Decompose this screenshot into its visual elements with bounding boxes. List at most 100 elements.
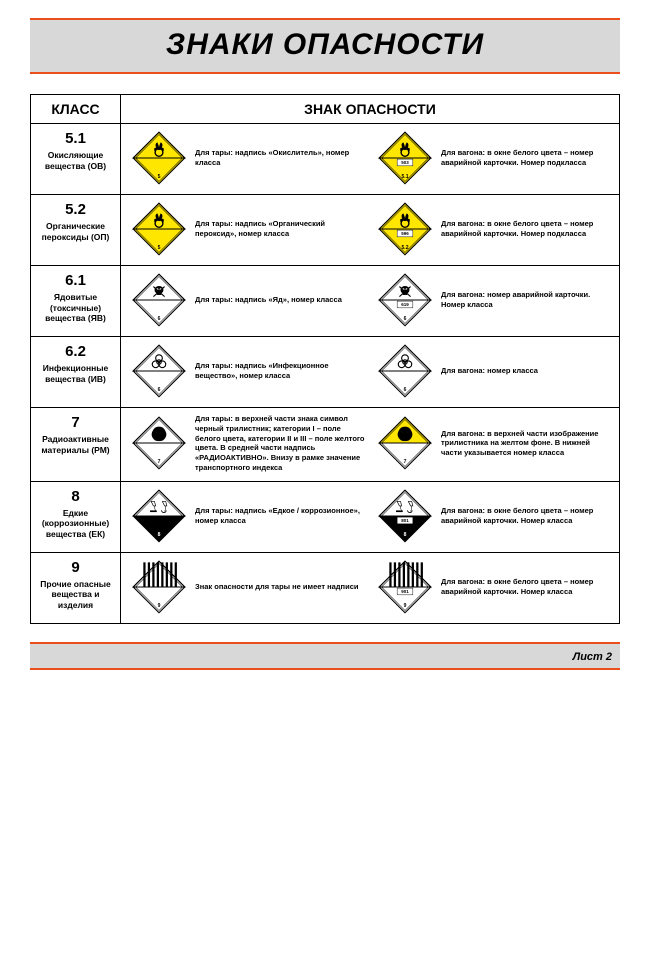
class-cell: 6.2 Инфекционные вещества (ИВ) xyxy=(31,337,121,408)
class-number: 9 xyxy=(35,559,116,576)
class-number: 5.1 xyxy=(35,130,116,147)
sign-container-left: 6 Для тары: надпись «Инфекционное вещест… xyxy=(131,343,367,399)
sign-container-left: 6 Для тары: надпись «Яд», номер класса xyxy=(131,272,367,328)
sign-cell: 7 Для тары: в верхней части знака символ… xyxy=(121,408,620,482)
class-cell: 8 Едкие (коррозионные) вещества (ЕК) xyxy=(31,481,121,552)
class-number: 5.2 xyxy=(35,201,116,218)
title-band: ЗНАКИ ОПАСНОСТИ xyxy=(30,18,620,74)
sign-desc-left: Для тары: надпись «Едкое / коррозионное»… xyxy=(195,506,367,526)
svg-text:6: 6 xyxy=(158,316,161,322)
sign-desc-right: Для вагона: в верхней части изображение … xyxy=(441,429,613,458)
hazard-diamond-icon: 5 xyxy=(131,201,187,257)
sign-cell: 9 Знак опасности для тары не имеет надпи… xyxy=(121,552,620,623)
svg-text:619: 619 xyxy=(401,302,409,307)
sign-container-left: 7 Для тары: в верхней части знака символ… xyxy=(131,414,367,473)
class-cell: 5.2 Органические пероксиды (ОП) xyxy=(31,195,121,266)
sign-container-right: 801 8 Для вагона: в окне белого цвета – … xyxy=(377,488,613,544)
sign-container-right: 901 9 Для вагона: в окне белого цвета – … xyxy=(377,559,613,615)
sign-desc-left: Для тары: надпись «Яд», номер класса xyxy=(195,295,342,305)
svg-text:9: 9 xyxy=(158,603,161,609)
sign-cell: 5 Для тары: надпись «Окислитель», номер … xyxy=(121,124,620,195)
sign-desc-left: Для тары: надпись «Окислитель», номер кл… xyxy=(195,148,367,168)
footer-band: Лист 2 xyxy=(30,642,620,670)
hazard-diamond-icon: 7 xyxy=(131,415,187,471)
sign-container-right: 6 Для вагона: номер класса xyxy=(377,343,613,399)
class-cell: 7 Радиоактивные материалы (РМ) xyxy=(31,408,121,482)
svg-text:801: 801 xyxy=(401,518,409,523)
sign-desc-left: Для тары: надпись «Органический пероксид… xyxy=(195,219,367,239)
sign-cell: 6 Для тары: надпись «Яд», номер класса 6… xyxy=(121,266,620,337)
svg-text:7: 7 xyxy=(404,459,407,465)
svg-text:8: 8 xyxy=(404,532,407,538)
sign-container-left: 8 Для тары: надпись «Едкое / коррозионно… xyxy=(131,488,367,544)
table-row: 9 Прочие опасные вещества и изделия 9 Зн… xyxy=(31,552,620,623)
svg-text:5.1: 5.1 xyxy=(402,174,409,180)
sign-desc-left: Для тары: в верхней части знака символ ч… xyxy=(195,414,367,473)
class-name: Прочие опасные вещества и изделия xyxy=(35,579,116,611)
hazard-diamond-icon: 9 xyxy=(131,559,187,615)
sign-desc-right: Для вагона: номер класса xyxy=(441,366,538,376)
sign-cell: 6 Для тары: надпись «Инфекционное вещест… xyxy=(121,337,620,408)
hazard-diamond-icon: 7 xyxy=(377,415,433,471)
table-row: 7 Радиоактивные материалы (РМ) 7 Для тар… xyxy=(31,408,620,482)
class-name: Органические пероксиды (ОП) xyxy=(35,221,116,242)
svg-text:6: 6 xyxy=(404,316,407,322)
svg-text:596: 596 xyxy=(401,231,409,236)
sign-desc-left: Для тары: надпись «Инфекционное вещество… xyxy=(195,361,367,381)
hazard-diamond-icon: 5 xyxy=(131,130,187,186)
class-name: Радиоактивные материалы (РМ) xyxy=(35,434,116,455)
svg-text:7: 7 xyxy=(158,459,161,465)
class-name: Инфекционные вещества (ИВ) xyxy=(35,363,116,384)
class-cell: 6.1 Ядовитые (токсичные) вещества (ЯВ) xyxy=(31,266,121,337)
svg-text:5: 5 xyxy=(158,245,161,251)
hazard-diamond-icon: 596 5.2 xyxy=(377,201,433,257)
class-name: Окисляющие вещества (ОВ) xyxy=(35,150,116,171)
svg-text:6: 6 xyxy=(158,387,161,393)
sign-desc-right: Для вагона: в окне белого цвета – номер … xyxy=(441,506,613,526)
sign-desc-right: Для вагона: в окне белого цвета – номер … xyxy=(441,577,613,597)
svg-text:503: 503 xyxy=(401,160,409,165)
hazard-diamond-icon: 6 xyxy=(131,343,187,399)
sign-container-left: 9 Знак опасности для тары не имеет надпи… xyxy=(131,559,367,615)
footer-text: Лист 2 xyxy=(573,651,612,663)
class-cell: 5.1 Окисляющие вещества (ОВ) xyxy=(31,124,121,195)
class-number: 8 xyxy=(35,488,116,505)
sign-cell: 5 Для тары: надпись «Органический перокс… xyxy=(121,195,620,266)
svg-text:9: 9 xyxy=(404,603,407,609)
sign-container-right: 7 Для вагона: в верхней части изображени… xyxy=(377,414,613,473)
class-name: Ядовитые (токсичные) вещества (ЯВ) xyxy=(35,292,116,324)
svg-text:8: 8 xyxy=(158,532,161,538)
svg-text:5.2: 5.2 xyxy=(402,245,409,251)
svg-text:5: 5 xyxy=(158,174,161,180)
hazard-diamond-icon: 6 xyxy=(131,272,187,328)
table-row: 6.2 Инфекционные вещества (ИВ) 6 Для тар… xyxy=(31,337,620,408)
page-title: ЗНАКИ ОПАСНОСТИ xyxy=(30,28,620,62)
sign-cell: 8 Для тары: надпись «Едкое / коррозионно… xyxy=(121,481,620,552)
hazard-diamond-icon: 901 9 xyxy=(377,559,433,615)
sign-container-left: 5 Для тары: надпись «Окислитель», номер … xyxy=(131,130,367,186)
sign-desc-right: Для вагона: в окне белого цвета – номер … xyxy=(441,219,613,239)
sign-container-right: 503 5.1 Для вагона: в окне белого цвета … xyxy=(377,130,613,186)
table-row: 6.1 Ядовитые (токсичные) вещества (ЯВ) 6… xyxy=(31,266,620,337)
col-header-sign: ЗНАК ОПАСНОСТИ xyxy=(121,95,620,124)
hazard-diamond-icon: 801 8 xyxy=(377,488,433,544)
hazard-table: КЛАСС ЗНАК ОПАСНОСТИ 5.1 Окисляющие веще… xyxy=(30,94,620,624)
sign-container-right: 596 5.2 Для вагона: в окне белого цвета … xyxy=(377,201,613,257)
sign-container-right: 619 6 Для вагона: номер аварийной карточ… xyxy=(377,272,613,328)
sign-desc-left: Знак опасности для тары не имеет надписи xyxy=(195,582,358,592)
class-cell: 9 Прочие опасные вещества и изделия xyxy=(31,552,121,623)
hazard-diamond-icon: 619 6 xyxy=(377,272,433,328)
col-header-class: КЛАСС xyxy=(31,95,121,124)
hazard-diamond-icon: 503 5.1 xyxy=(377,130,433,186)
hazard-diamond-icon: 6 xyxy=(377,343,433,399)
class-number: 6.1 xyxy=(35,272,116,289)
sign-container-left: 5 Для тары: надпись «Органический перокс… xyxy=(131,201,367,257)
table-row: 5.1 Окисляющие вещества (ОВ) 5 Для тары:… xyxy=(31,124,620,195)
hazard-diamond-icon: 8 xyxy=(131,488,187,544)
table-row: 8 Едкие (коррозионные) вещества (ЕК) 8 Д… xyxy=(31,481,620,552)
table-row: 5.2 Органические пероксиды (ОП) 5 Для та… xyxy=(31,195,620,266)
svg-text:901: 901 xyxy=(401,589,409,594)
class-number: 7 xyxy=(35,414,116,431)
sign-desc-right: Для вагона: номер аварийной карточки. Но… xyxy=(441,290,613,310)
class-number: 6.2 xyxy=(35,343,116,360)
